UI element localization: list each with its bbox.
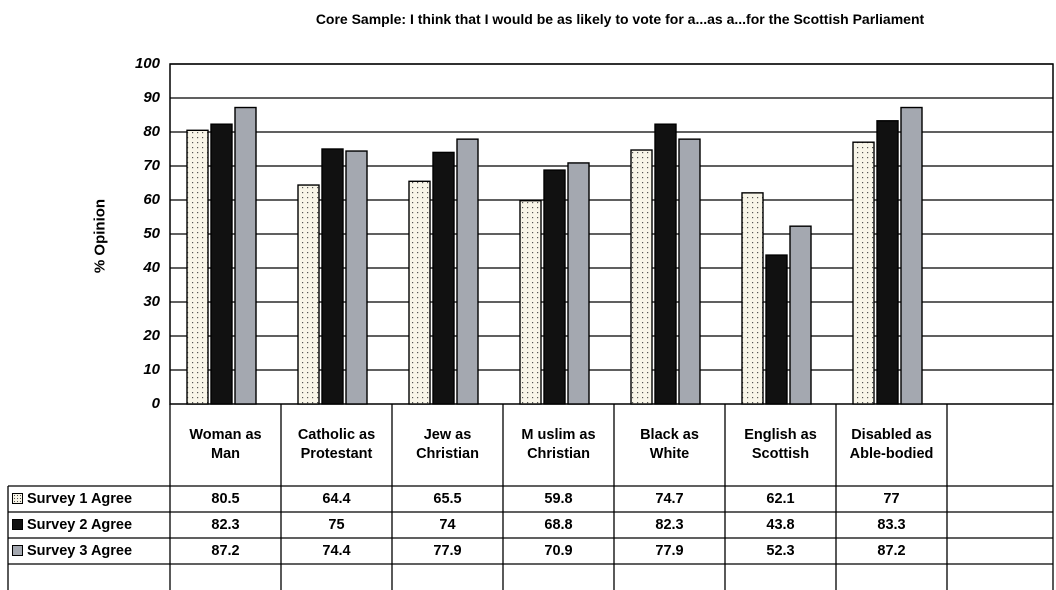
legend-label: Survey 1 Agree xyxy=(27,491,133,507)
data-label: 83.3 xyxy=(877,517,906,533)
data-label: 65.5 xyxy=(433,491,462,507)
data-label: 80.5 xyxy=(211,491,240,507)
plot-frame xyxy=(169,63,1054,405)
bar xyxy=(789,225,812,405)
x-tick-label-line: Jew as xyxy=(423,427,472,443)
bar xyxy=(852,141,875,405)
y-tick-label: 70 xyxy=(143,157,160,174)
y-tick-label: 10 xyxy=(143,361,160,378)
x-tick-label-line: Black as xyxy=(640,427,699,443)
x-tick-label-line: Scottish xyxy=(751,446,810,462)
bar xyxy=(654,123,677,405)
bar xyxy=(678,138,701,405)
data-label: 77 xyxy=(883,491,900,507)
legend-label: Survey 2 Agree xyxy=(27,517,133,533)
data-label: 74.4 xyxy=(322,543,351,559)
y-tick-label: 50 xyxy=(143,225,160,242)
x-tick-label-line: Christian xyxy=(527,446,590,462)
legend-entry: Survey 3 Agree xyxy=(12,543,132,559)
data-label: 52.3 xyxy=(766,543,795,559)
data-label: 82.3 xyxy=(655,517,684,533)
data-label: 77.9 xyxy=(655,543,684,559)
data-label: 70.9 xyxy=(544,543,573,559)
data-label: 43.8 xyxy=(766,517,795,533)
y-tick-label: 100 xyxy=(134,55,160,72)
bar xyxy=(900,106,923,405)
data-label: 62.1 xyxy=(766,491,795,507)
bar xyxy=(765,254,788,405)
chart-title: Core Sample: I think that I would be as … xyxy=(315,11,925,27)
y-tick-label: 40 xyxy=(143,259,160,276)
data-label: 87.2 xyxy=(211,543,240,559)
y-tick-label: 80 xyxy=(143,123,160,140)
y-tick-label: 20 xyxy=(143,327,160,344)
x-tick-label-line: Able-bodied xyxy=(849,446,934,462)
bar xyxy=(567,162,590,405)
legend-swatch xyxy=(12,519,23,530)
legend-swatch xyxy=(12,545,23,556)
x-tick-label-line: Protestant xyxy=(300,446,373,462)
data-label: 74 xyxy=(439,517,456,533)
bar xyxy=(456,138,479,405)
bar xyxy=(234,106,257,405)
data-label: 68.8 xyxy=(544,517,573,533)
data-label: 77.9 xyxy=(433,543,462,559)
x-tick-label: Woman as Man xyxy=(170,426,281,464)
data-label: 64.4 xyxy=(322,491,351,507)
x-tick-label-line: English as xyxy=(744,427,817,443)
bar xyxy=(543,169,566,405)
x-tick-label-line: Man xyxy=(211,446,240,462)
bar xyxy=(345,150,368,405)
x-tick-label: Catholic as Protestant xyxy=(281,426,392,464)
data-label: 75 xyxy=(328,517,345,533)
y-tick-label: 30 xyxy=(143,293,160,310)
data-label: 87.2 xyxy=(877,543,906,559)
x-tick-label: English as Scottish xyxy=(725,426,836,464)
legend-entry: Survey 2 Agree xyxy=(12,517,132,533)
x-tick-label: Disabled as Able-bodied xyxy=(836,426,947,464)
x-tick-label: Black as White xyxy=(614,426,725,464)
y-tick-label: 90 xyxy=(143,89,160,106)
x-tick-label-line: Catholic as xyxy=(297,427,376,443)
bar xyxy=(519,199,542,405)
bar xyxy=(432,151,455,405)
bar xyxy=(741,192,764,405)
y-tick-label: 0 xyxy=(151,395,160,412)
bar xyxy=(321,148,344,405)
bar xyxy=(630,149,653,405)
y-tick-label: 60 xyxy=(143,191,160,208)
data-label: 74.7 xyxy=(655,491,684,507)
bar xyxy=(210,123,233,405)
bar xyxy=(408,180,431,405)
legend-entry: Survey 1 Agree xyxy=(12,491,132,507)
bar xyxy=(186,129,209,405)
x-tick-label-line: Christian xyxy=(416,446,479,462)
data-label: 82.3 xyxy=(211,517,240,533)
x-tick-label-line: White xyxy=(649,446,690,462)
bar xyxy=(297,184,320,405)
x-tick-label: Jew as Christian xyxy=(392,426,503,464)
data-label: 59.8 xyxy=(544,491,573,507)
legend-label: Survey 3 Agree xyxy=(27,543,133,559)
x-tick-label: M uslim as Christian xyxy=(503,426,614,464)
x-tick-label-line: Disabled as xyxy=(851,427,932,443)
legend-swatch xyxy=(12,493,23,504)
bar xyxy=(876,120,899,405)
x-tick-label-line: Woman as xyxy=(189,427,262,443)
x-tick-label-line: M uslim as xyxy=(521,427,596,443)
